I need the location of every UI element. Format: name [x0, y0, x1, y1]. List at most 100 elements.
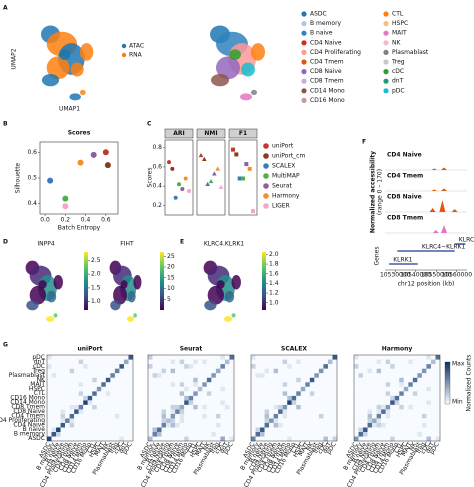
heatmap-cell [92, 436, 97, 442]
heatmap-cell [161, 368, 167, 374]
heatmap-cell [166, 413, 171, 419]
heatmap-cell [426, 413, 431, 419]
heatmap-cell [421, 373, 427, 378]
heatmap-cell [296, 436, 301, 442]
heatmap-cell [305, 395, 310, 401]
heatmap-cell [251, 377, 256, 383]
heatmap-cell [430, 386, 436, 392]
heatmap-cell [110, 395, 115, 401]
heatmap-cell [372, 409, 377, 414]
heatmap-cell [220, 400, 225, 405]
colorbar-tick-label: 20 [167, 264, 175, 271]
heatmap-cell [408, 413, 413, 419]
heatmap-cell [78, 355, 84, 360]
heatmap-cell [157, 391, 162, 396]
heatmap-cell [193, 436, 198, 442]
heatmap-cell [188, 395, 194, 401]
heatmap-cell [408, 431, 413, 437]
heatmap-cell [376, 431, 382, 437]
heatmap-cell [264, 364, 270, 369]
heatmap-cell [408, 436, 413, 442]
colorbar-tick-label: 10 [167, 285, 175, 292]
heatmap-cell [264, 395, 270, 401]
heatmap-cell [220, 418, 225, 423]
heatmap-cell [381, 373, 386, 378]
heatmap-cell [412, 395, 418, 401]
heatmap-cell [170, 422, 176, 428]
heatmap-cell [148, 404, 153, 410]
heatmap-cell [264, 359, 270, 365]
heatmap-cell [105, 386, 111, 392]
heatmap-cell [157, 404, 162, 410]
heatmap-cell [119, 400, 124, 405]
heatmap-cell [87, 355, 93, 360]
heatmap-cell [332, 355, 338, 360]
heatmap-cell [309, 400, 315, 405]
heatmap-cell [202, 413, 207, 419]
heatmap-cell [51, 364, 57, 369]
heatmap-cell [184, 427, 189, 432]
heatmap-cell [260, 355, 265, 360]
heatmap-cell [128, 422, 134, 428]
heatmap-cell [412, 373, 418, 378]
heatmap-cell [105, 373, 111, 378]
heatmap-cell [291, 382, 297, 387]
heatmap-cell [367, 427, 373, 432]
heatmap-cell [152, 404, 158, 410]
point [237, 176, 242, 181]
heatmap-cell [417, 404, 422, 410]
legend-marker [301, 21, 307, 27]
heatmap-cell [287, 404, 292, 410]
heatmap-cell [96, 431, 102, 437]
heatmap-cell [56, 422, 61, 428]
heatmap-cell [394, 373, 400, 378]
cell-cluster [251, 89, 257, 96]
heatmap-cell [385, 404, 391, 410]
heatmap-cell [390, 413, 395, 419]
chart-title: uniPort [78, 346, 103, 353]
heatmap-cell [278, 377, 283, 383]
heatmap-cell [179, 386, 185, 392]
heatmap-cell [101, 413, 106, 419]
heatmap-cell [87, 404, 93, 410]
heatmap-cell [282, 418, 288, 423]
heatmap-cell [83, 368, 88, 374]
heatmap-cell [421, 413, 427, 419]
heatmap-cell [229, 404, 235, 410]
x-tick-label: 10560000 [441, 272, 472, 279]
legend-marker [383, 78, 389, 84]
legend-marker [263, 183, 269, 189]
legend-label: uniPort [272, 143, 294, 150]
heatmap-cell [260, 436, 265, 442]
heatmap-cell [305, 391, 310, 396]
heatmap-cell [166, 355, 171, 360]
heatmap-cell [269, 427, 274, 432]
heatmap-cell [179, 436, 185, 442]
heatmap-cell [385, 364, 391, 369]
heatmap-cell [287, 427, 292, 432]
heatmap-cell [296, 418, 301, 423]
colorbar-tick-label: 25 [167, 253, 175, 260]
heatmap-cell [119, 395, 124, 401]
heatmap-cell [323, 418, 328, 423]
heatmap-cell [291, 364, 297, 369]
cell-cluster [110, 300, 121, 311]
heatmap-cell [255, 373, 261, 378]
heatmap-cell [412, 427, 418, 432]
heatmap-cell [385, 355, 391, 360]
heatmap-cell [229, 382, 235, 387]
heatmap-cell [78, 386, 84, 392]
heatmap-cell [65, 364, 70, 369]
heatmap-cell [332, 386, 338, 392]
heatmap-cell [367, 382, 373, 387]
heatmap-cell [430, 391, 436, 396]
heatmap-cell [193, 413, 198, 419]
colorbar-min-label: Min [452, 399, 463, 406]
heatmap-cell [197, 418, 203, 423]
heatmap-cell [96, 413, 102, 419]
heatmap-cell [372, 427, 377, 432]
heatmap-cell [300, 400, 306, 405]
heatmap-cell [110, 368, 115, 374]
heatmap-cell [403, 364, 409, 369]
heatmap-cell [96, 359, 102, 365]
